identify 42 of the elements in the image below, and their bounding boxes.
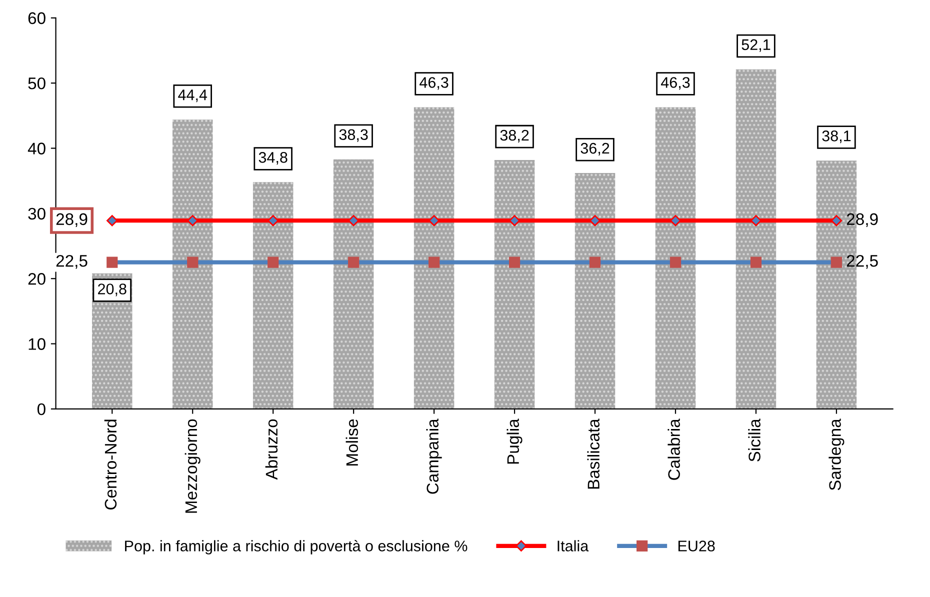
x-tick-label: Basilicata <box>587 418 600 489</box>
data-label: 46,3 <box>420 77 448 90</box>
bar <box>252 182 294 409</box>
y-tick-label: 10 <box>28 338 46 350</box>
x-tick-label: Centro-Nord <box>104 420 117 510</box>
x-tick-label: Puglia <box>506 418 522 464</box>
x-tick-label: Calabria <box>668 418 680 480</box>
data-label: 20,8 <box>98 284 126 296</box>
data-label: 36,2 <box>580 142 610 156</box>
bar <box>172 120 213 409</box>
x-tick-label: Sardegna <box>828 418 844 490</box>
data-label: 28,9 <box>846 213 878 228</box>
data-label: 38,3 <box>339 129 368 142</box>
x-tick-label: Mezzogiorno <box>184 419 200 513</box>
data-label: 46,3 <box>660 77 690 90</box>
x-tick-label: Molise <box>346 419 358 466</box>
bar <box>414 107 454 409</box>
legend-label: Italia <box>558 540 589 552</box>
x-tick-label: Campania <box>426 418 442 494</box>
y-tick-label: 30 <box>28 208 46 220</box>
data-label: 28,9 <box>56 213 88 228</box>
x-tick-label: Abruzzo <box>265 419 278 480</box>
data-label: 52,1 <box>742 39 770 52</box>
data-label: 38,1 <box>822 130 851 144</box>
legend-label: EU28 <box>678 540 715 552</box>
y-tick-label: 50 <box>28 77 46 90</box>
y-tick-label: 40 <box>28 142 46 154</box>
legend-label: Pop. in famiglie a rischio di povertà o esclusione % <box>125 540 468 554</box>
bar <box>736 69 776 409</box>
data-label: 44,4 <box>178 90 208 102</box>
bar <box>494 160 535 409</box>
bar <box>574 173 616 409</box>
bar <box>333 159 374 409</box>
y-tick-label: 60 <box>28 12 46 24</box>
data-label: 22,5 <box>846 254 878 269</box>
data-label: 34,8 <box>258 152 288 165</box>
bar <box>655 107 696 409</box>
x-tick-label: Sicilia <box>748 418 760 462</box>
data-label: 22,5 <box>56 254 88 269</box>
y-tick-label: 20 <box>28 273 46 285</box>
y-tick-label: 0 <box>37 403 46 416</box>
data-label: 38,2 <box>500 130 529 142</box>
